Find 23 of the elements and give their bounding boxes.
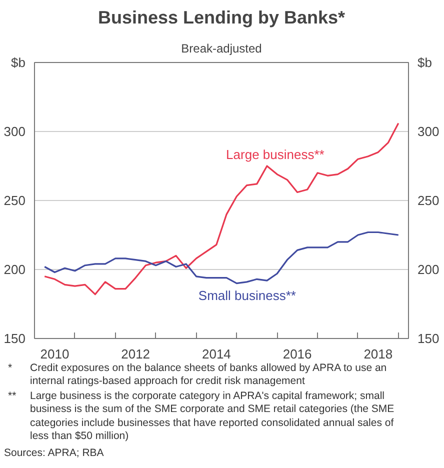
x-tick-label: 2016 xyxy=(282,346,312,362)
y2-tick-label: 300 xyxy=(418,124,440,139)
chart-title: Business Lending by Banks* xyxy=(98,8,346,28)
y2-tick-label: 250 xyxy=(418,193,440,208)
chart-subtitle: Break-adjusted xyxy=(181,42,262,56)
y2-tick-label: 200 xyxy=(418,262,440,277)
x-tick-label: 2018 xyxy=(364,346,393,362)
y-axis-title: $b xyxy=(11,55,26,70)
source-note: Sources: APRA; RBA xyxy=(4,446,105,460)
series-label: Small business** xyxy=(198,288,296,303)
series-label: Large business** xyxy=(226,146,324,162)
y2-tick-label: 150 xyxy=(418,331,440,346)
y-tick-label: 150 xyxy=(4,331,26,346)
y2-axis-title: $b xyxy=(418,55,432,70)
text: ** Large business is the corporate category in APRA's capital framework; small business is the sum of the SME corporate and SME retail categories (the SME categories include businesses that have reported consolidated annual sales of less than $50 million) xyxy=(8,390,394,442)
x-tick-label: 2014 xyxy=(202,346,231,362)
y-tick-label: 200 xyxy=(4,262,26,277)
y-tick-label: 300 xyxy=(4,124,26,139)
y-tick-label: 250 xyxy=(4,193,26,208)
x-tick-label: 2010 xyxy=(40,346,70,362)
line-series xyxy=(44,231,400,284)
text: * Credit exposures on the balance sheets of banks allowed by APRA to use an internal ratings-based approach for credit risk management xyxy=(8,362,387,388)
x-tick-label: 2012 xyxy=(121,346,150,362)
